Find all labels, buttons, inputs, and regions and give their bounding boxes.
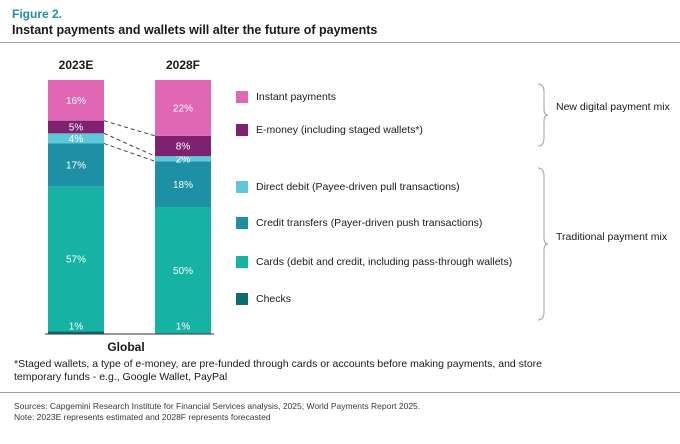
data-label-credit-2028f: 18% — [173, 180, 193, 191]
group-bracket-new-digital — [537, 83, 549, 147]
legend-label: Instant payments — [256, 91, 336, 103]
bar-segment-emoney-2023e — [48, 120, 104, 134]
group-label-traditional: Traditional payment mix — [556, 231, 668, 243]
column-header-2023e: 2023E — [58, 58, 94, 72]
data-label-cards-2023e: 57% — [66, 255, 86, 266]
sources-note: Sources: Capgemini Research Institute fo… — [14, 401, 420, 423]
bar-segment-emoney-2028f — [155, 135, 211, 157]
bar-segment-credit-2028f — [155, 161, 211, 207]
note-line: Note: 2023E represents estimated and 202… — [14, 412, 271, 422]
data-label-checks-2028f: 1% — [176, 322, 191, 333]
legend-label: Credit transfers (Payer-driven push tran… — [256, 217, 483, 229]
bar-segment-cards-2023e — [48, 186, 104, 332]
legend-swatch — [236, 91, 248, 103]
legend-label: Direct debit (Payee-driven pull transact… — [256, 181, 460, 193]
bar-segment-direct-2023e — [48, 133, 104, 144]
data-label-checks-2023e: 1% — [69, 322, 84, 333]
legend-item: E-money (including staged wallets*) — [236, 123, 423, 137]
data-label-emoney-2023e: 5% — [69, 123, 84, 134]
data-label-emoney-2028f: 8% — [176, 142, 191, 153]
bar-segment-cards-2028f — [155, 207, 211, 334]
group-label-new-digital: New digital payment mix — [556, 101, 670, 113]
legend-label: Checks — [256, 293, 292, 305]
legend-item: Credit transfers (Payer-driven push tran… — [236, 216, 482, 230]
connector-line-lower — [103, 143, 156, 162]
bar-segment-checks-2023e — [48, 331, 104, 334]
chart-title: Instant payments and wallets will alter … — [12, 23, 378, 37]
data-label-instant-2028f: 22% — [173, 104, 193, 115]
legend-swatch — [236, 124, 248, 136]
legend-label: Cards (debit and credit, including pass-… — [256, 256, 513, 268]
data-label-cards-2028f: 50% — [173, 266, 193, 277]
bar-segment-instant-2028f — [155, 80, 211, 136]
title-divider — [0, 42, 680, 43]
legend-swatch — [236, 217, 248, 229]
legend-item: Instant payments — [236, 90, 336, 104]
bar-segment-credit-2023e — [48, 143, 104, 187]
legend-label: E-money (including staged wallets*) — [256, 124, 423, 136]
region-label: Global — [107, 340, 145, 354]
data-label-credit-2023e: 17% — [66, 161, 86, 172]
bar-segment-instant-2023e — [48, 80, 104, 121]
connector-line-top — [103, 120, 156, 137]
data-label-instant-2023e: 16% — [66, 96, 86, 107]
connector-line-middle — [103, 132, 156, 157]
legend-swatch — [236, 181, 248, 193]
group-bracket-traditional — [537, 167, 549, 321]
column-header-2028f: 2028F — [165, 58, 201, 72]
data-label-direct-2028f: 2% — [176, 154, 191, 165]
bar-segment-direct-2028f — [155, 156, 211, 162]
figure-label: Figure 2. — [12, 7, 63, 21]
data-label-direct-2023e: 4% — [69, 134, 84, 145]
footnote: *Staged wallets, a type of e-money, are … — [14, 358, 543, 383]
footer-divider — [0, 392, 680, 393]
legend-item: Cards (debit and credit, including pass-… — [236, 255, 512, 269]
legend-item: Checks — [236, 292, 291, 306]
legend-item: Direct debit (Payee-driven pull transact… — [236, 180, 460, 194]
sources-line: Sources: Capgemini Research Institute fo… — [14, 401, 421, 411]
legend-swatch — [236, 293, 248, 305]
legend-swatch — [236, 256, 248, 268]
